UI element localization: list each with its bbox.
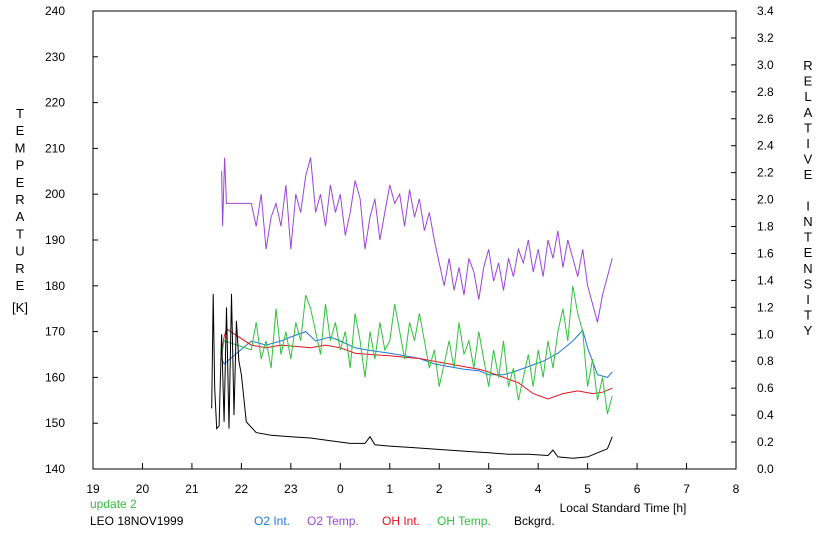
x-tick-label: 4 (535, 482, 542, 496)
y-tick-label: 180 (45, 279, 65, 293)
right-axis-label-letter: N (803, 261, 812, 276)
series-o2-temp-line (221, 157, 613, 323)
left-axis-label-letter: E (16, 123, 25, 138)
series-oh-temp-line (221, 285, 613, 415)
right-axis-label-letter: I (806, 198, 810, 213)
x-tick-label: 7 (683, 482, 690, 496)
right-axis-label-letter: R (803, 58, 812, 73)
legend-item: O2 Temp. (307, 514, 359, 528)
right-axis-label-letter: E (804, 245, 813, 260)
left-axis-label-letter: R (15, 192, 24, 207)
right-axis-label-letter: V (804, 152, 813, 167)
y2-tick-label: 1.0 (757, 327, 774, 341)
left-axis-label-letter: A (16, 209, 25, 224)
y2-tick-label: 2.4 (757, 139, 774, 153)
y2-tick-label: 1.6 (757, 246, 774, 260)
left-axis-label-letter: E (16, 175, 25, 190)
y-tick-label: 240 (45, 4, 65, 18)
y-tick-label: 230 (45, 50, 65, 64)
plot-frame (92, 10, 737, 470)
left-axis-label-letter: T (16, 106, 24, 121)
right-axis-label-letter: S (804, 276, 813, 291)
right-axis-label-letter: I (806, 292, 810, 307)
y2-tick-label: 0.0 (757, 462, 774, 476)
y2-tick-label: 3.0 (757, 58, 774, 72)
left-axis-label-letter: T (16, 226, 24, 241)
y-tick-label: 170 (45, 325, 65, 339)
y2-tick-label: 2.2 (757, 166, 774, 180)
left-axis-label-letter: R (15, 261, 24, 276)
right-axis-label-letter: T (804, 230, 812, 245)
x-tick-label: 20 (136, 482, 150, 496)
y2-tick-label: 1.4 (757, 273, 774, 287)
legend-item: O2 Int. (254, 514, 291, 528)
right-axis-label-letter: I (806, 136, 810, 151)
y2-tick-label: 1.2 (757, 300, 774, 314)
x-tick-label: 8 (733, 482, 740, 496)
x-tick-label: 19 (86, 482, 100, 496)
y-tick-label: 220 (45, 96, 65, 110)
x-tick-label: 1 (386, 482, 393, 496)
right-axis-label-letter: A (804, 105, 813, 120)
y2-tick-label: 0.4 (757, 408, 774, 422)
left-axis-label-letter: P (16, 158, 25, 173)
series-lines (211, 157, 613, 459)
x-tick-label: 6 (634, 482, 641, 496)
left-axis-label-letter: E (16, 278, 25, 293)
y2-tick-label: 1.8 (757, 220, 774, 234)
y2-tick-label: 2.8 (757, 85, 774, 99)
series-oh-int-line (221, 328, 613, 400)
y-tick-label: 210 (45, 141, 65, 155)
x-tick-label: 5 (584, 482, 591, 496)
axis-ticks: 1401501601701801902002102202302400.00.20… (45, 4, 774, 496)
left-axis-unit: [K] (12, 300, 28, 315)
y-tick-label: 150 (45, 416, 65, 430)
left-axis-label-letter: M (15, 140, 26, 155)
x-tick-label: 0 (337, 482, 344, 496)
y2-tick-label: 3.2 (757, 31, 774, 45)
y-tick-label: 190 (45, 233, 65, 247)
legend-item: Bckgrd. (514, 514, 555, 528)
right-axis-label-letter: Y (804, 323, 813, 338)
legend-item: OH Int. (382, 514, 421, 528)
y2-tick-label: 2.6 (757, 112, 774, 126)
y-tick-label: 200 (45, 187, 65, 201)
y-tick-label: 160 (45, 370, 65, 384)
left-axis-label-letter: U (15, 244, 24, 259)
update-label: update 2 (90, 497, 137, 511)
y2-tick-label: 3.4 (757, 4, 774, 18)
series-o2-int-line (221, 329, 613, 378)
right-axis-label-letter: L (804, 89, 811, 104)
right-axis-label-letter: E (804, 167, 813, 182)
y2-tick-label: 0.8 (757, 354, 774, 368)
x-tick-label: 3 (485, 482, 492, 496)
y2-tick-label: 0.2 (757, 435, 774, 449)
right-axis-label-letter: E (804, 74, 813, 89)
station-date-label: LEO 18NOV1999 (90, 514, 184, 528)
right-axis-label-letter: N (803, 214, 812, 229)
x-axis-label: Local Standard Time [h] (560, 501, 687, 515)
x-tick-label: 23 (284, 482, 298, 496)
y2-tick-label: 0.6 (757, 381, 774, 395)
right-axis-label-letter: T (804, 120, 812, 135)
y-tick-label: 140 (45, 462, 65, 476)
x-tick-label: 2 (436, 482, 443, 496)
y2-tick-label: 2.0 (757, 193, 774, 207)
series-bckgrd-line (211, 293, 613, 459)
legend-item: OH Temp. (437, 514, 491, 528)
x-tick-label: 22 (235, 482, 249, 496)
x-tick-label: 21 (185, 482, 199, 496)
right-axis-label-letter: T (804, 308, 812, 323)
